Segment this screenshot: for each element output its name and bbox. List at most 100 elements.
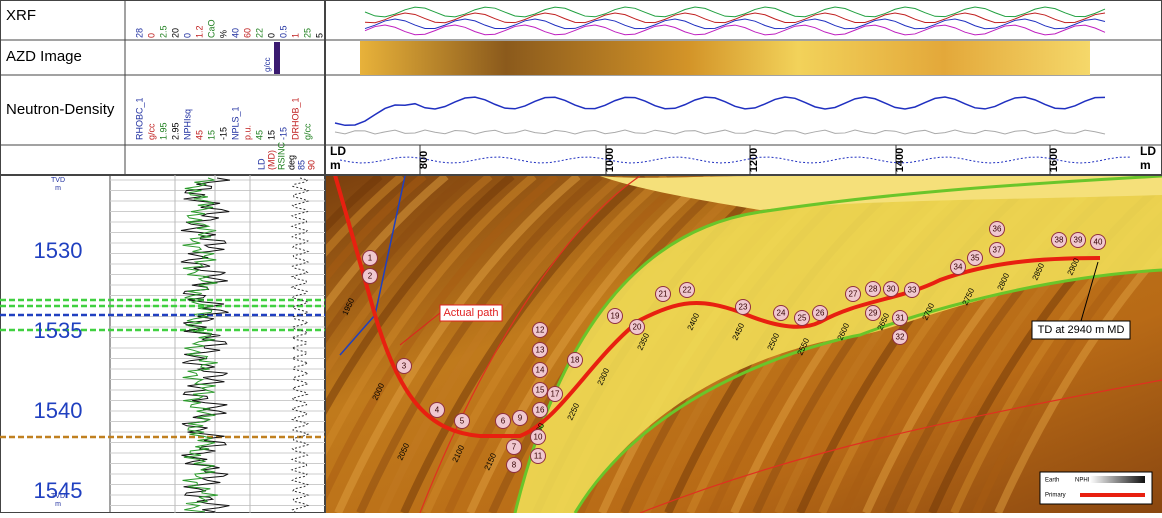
cross-section: 1950200020502100215022002250230023502400… xyxy=(326,176,1162,513)
station-label: 10 xyxy=(534,433,543,442)
log-curve xyxy=(182,177,218,513)
color-scale xyxy=(274,42,280,74)
log-curve xyxy=(364,12,1106,24)
station-marker xyxy=(362,268,378,284)
station-marker xyxy=(532,342,548,358)
tick-label: 1200 xyxy=(748,148,760,172)
curve-header: -15 xyxy=(278,127,288,140)
station-label: 4 xyxy=(435,406,440,415)
track-label: Neutron-Density xyxy=(6,101,115,118)
tvd-label: 1530 xyxy=(34,238,83,263)
axis-unit: m xyxy=(55,185,61,192)
station-label: 2 xyxy=(368,272,373,281)
earth-layer xyxy=(326,176,427,284)
station-marker xyxy=(865,281,881,297)
curve-header: p.u. xyxy=(242,125,252,140)
station-label: 25 xyxy=(798,314,807,323)
tvd-label: 1545 xyxy=(34,478,83,503)
station-marker xyxy=(362,250,378,266)
earth-layer xyxy=(326,176,559,501)
station-label: 14 xyxy=(536,366,545,375)
station-label: 19 xyxy=(611,312,620,321)
station-marker xyxy=(532,322,548,338)
station-marker xyxy=(506,457,522,473)
station-label: 29 xyxy=(869,309,878,318)
station-marker xyxy=(950,259,966,275)
station-marker xyxy=(892,310,908,326)
station-label: 20 xyxy=(633,323,642,332)
axis-title: TVD xyxy=(51,493,65,500)
station-marker xyxy=(454,413,470,429)
station-marker xyxy=(655,286,671,302)
station-label: 37 xyxy=(993,246,1002,255)
station-marker xyxy=(1070,232,1086,248)
target-zone xyxy=(515,176,1162,513)
curve-header: 2.95 xyxy=(170,122,180,140)
station-marker xyxy=(892,329,908,345)
curve-header: 0 xyxy=(182,33,192,38)
boundary-line xyxy=(639,379,1162,513)
legend-label: Primary xyxy=(1045,493,1066,499)
curve-header: 45 xyxy=(254,130,264,140)
curve-header: g/cc xyxy=(302,123,312,140)
curve-header: NPHIsq xyxy=(182,109,192,140)
log-curve xyxy=(334,129,1106,135)
curve-header: 1.2 xyxy=(194,25,204,38)
station-marker xyxy=(532,362,548,378)
legend-label: Earth xyxy=(1045,478,1059,484)
track-label: XRF xyxy=(6,7,36,24)
earth-layer xyxy=(326,176,471,344)
curve-header: % xyxy=(218,30,228,38)
curve-header: g/cc xyxy=(146,123,156,140)
annotation-arrow xyxy=(399,312,441,346)
tvd-label: 1535 xyxy=(34,318,83,343)
axis-unit: m xyxy=(1140,158,1151,172)
earth-layer xyxy=(422,176,669,513)
curve-header: -15 xyxy=(218,127,228,140)
station-marker xyxy=(495,413,511,429)
station-label: 1 xyxy=(368,254,373,263)
curve-header: NPLS_1 xyxy=(230,106,240,140)
earth-layer xyxy=(326,176,537,456)
station-label: 23 xyxy=(739,303,748,312)
station-marker xyxy=(532,382,548,398)
station-marker xyxy=(812,305,828,321)
curve-header: 90 xyxy=(306,160,316,170)
station-marker xyxy=(530,429,546,445)
station-label: 24 xyxy=(777,309,786,318)
station-marker xyxy=(845,286,861,302)
station-marker xyxy=(567,352,583,368)
station-marker xyxy=(989,221,1005,237)
station-marker xyxy=(532,402,548,418)
station-label: 38 xyxy=(1055,236,1064,245)
curve-header: 1.95 xyxy=(158,122,168,140)
station-marker xyxy=(865,305,881,321)
curve-header: 60 xyxy=(242,28,252,38)
station-label: 33 xyxy=(908,286,917,295)
station-label: 9 xyxy=(518,414,523,423)
log-curve xyxy=(334,96,1106,127)
station-label: 39 xyxy=(1074,236,1083,245)
earth-layer xyxy=(400,176,647,513)
station-label: 40 xyxy=(1094,238,1103,247)
legend-swatch xyxy=(1090,476,1145,483)
annotation-arrow xyxy=(1080,261,1099,322)
station-marker xyxy=(904,282,920,298)
earth-layer xyxy=(444,176,691,513)
curve-header: 5 xyxy=(314,33,324,38)
boundary-line xyxy=(419,176,641,513)
station-marker xyxy=(735,299,751,315)
earth-layer xyxy=(326,176,449,313)
station-label: 3 xyxy=(402,362,407,371)
station-marker xyxy=(794,310,810,326)
station-marker xyxy=(629,319,645,335)
station-label: 11 xyxy=(534,452,543,461)
station-label: 31 xyxy=(896,314,905,323)
station-label: 13 xyxy=(536,346,545,355)
station-label: 7 xyxy=(512,443,517,452)
curve-header: LD xyxy=(256,158,266,170)
station-label: 16 xyxy=(536,406,545,415)
earth-layer xyxy=(334,176,581,513)
tick-label: 1600 xyxy=(1048,148,1060,172)
